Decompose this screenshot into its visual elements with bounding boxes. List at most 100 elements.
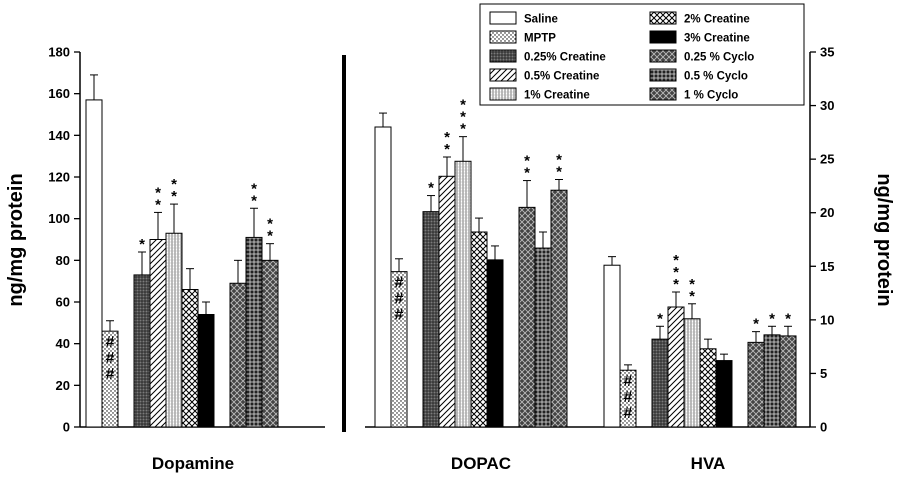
left-axis-tick-label: 60: [56, 295, 70, 310]
bar: [534, 247, 552, 428]
legend-label: MPTP: [524, 33, 556, 45]
right-axis-title: ng/mg protein: [873, 173, 895, 306]
bar: [374, 126, 392, 428]
bar: [715, 360, 733, 428]
bar: [165, 232, 183, 428]
bar: [603, 264, 621, 428]
bar: [683, 318, 701, 428]
left-axis-title: ng/mg protein: [5, 173, 27, 306]
bars-layer: ###***** ****###**********###**** *** * *: [85, 74, 797, 428]
bar: [133, 274, 151, 428]
bar: [85, 99, 103, 428]
legend-swatch: [649, 11, 677, 25]
significance-mark: #: [395, 307, 404, 324]
bar: [422, 211, 440, 428]
significance-mark: *: [460, 121, 466, 138]
legend-swatch: [649, 49, 677, 63]
significance-mark: #: [624, 389, 633, 406]
right-axis-tick-label: 0: [820, 420, 827, 435]
significance-mark: *: [785, 310, 791, 327]
significance-mark: *: [524, 153, 530, 170]
significance-mark: *: [689, 288, 695, 305]
bar: [229, 282, 247, 428]
significance-mark: *: [171, 176, 177, 193]
significance-mark: #: [624, 405, 633, 422]
legend-swatch: [649, 87, 677, 101]
significance-mark: *: [267, 216, 273, 233]
significance-mark: *: [251, 180, 257, 197]
significance-mark: *: [267, 228, 273, 245]
significance-mark: *: [657, 310, 663, 327]
bar: [181, 289, 199, 428]
significance-mark: #: [106, 334, 115, 351]
legend-label: 3% Creatine: [684, 33, 750, 45]
significance-mark: #: [395, 291, 404, 308]
significance-mark: *: [689, 276, 695, 293]
left-axis-tick-label: 20: [56, 378, 70, 393]
significance-mark: *: [251, 192, 257, 209]
left-axis-tick-label: 160: [48, 86, 70, 101]
bar: [454, 160, 472, 428]
left-axis-tick-label: 120: [48, 170, 70, 185]
legend-label: 0.25 % Cyclo: [684, 52, 754, 64]
right-axis-tick-label: 25: [820, 152, 834, 167]
bar: [651, 338, 669, 428]
legend-swatch: [649, 30, 677, 44]
group-label: Dopamine: [152, 454, 234, 473]
legend-swatch: [489, 68, 517, 82]
significance-mark: *: [753, 316, 759, 333]
left-axis-tick-label: 140: [48, 128, 70, 143]
bar: [779, 335, 797, 428]
legend: Saline MPTP 0.25% Creatine 0.5% Creatine 1% …: [479, 3, 805, 106]
legend-box: [479, 3, 805, 106]
right-axis-tick-label: 5: [820, 366, 827, 381]
legend-label: 1% Creatine: [524, 90, 590, 102]
right-axis-tick-label: 15: [820, 259, 834, 274]
bar: [438, 175, 456, 428]
legend-label: 0.25% Creatine: [524, 52, 606, 64]
left-axis-tick-label: 100: [48, 211, 70, 226]
bar: [550, 189, 568, 428]
significance-mark: *: [556, 164, 562, 181]
significance-mark: *: [155, 196, 161, 213]
significance-mark: #: [106, 366, 115, 383]
legend-label: 0.5% Creatine: [524, 71, 599, 83]
bar: [763, 334, 781, 428]
significance-mark: *: [460, 97, 466, 114]
legend-label: Saline: [524, 14, 558, 26]
legend-label: 1 % Cyclo: [684, 90, 738, 102]
legend-label: 0.5 % Cyclo: [684, 71, 748, 83]
significance-mark: *: [139, 236, 145, 253]
significance-mark: *: [460, 109, 466, 126]
significance-mark: *: [428, 180, 434, 197]
significance-mark: #: [106, 350, 115, 367]
bar: [518, 206, 536, 428]
right-axis-tick-label: 20: [820, 205, 834, 220]
left-axis-tick-label: 0: [63, 420, 70, 435]
bar: [149, 239, 167, 428]
legend-label: 2% Creatine: [684, 14, 750, 26]
right-axis-tick-label: 10: [820, 312, 834, 327]
significance-mark: *: [444, 129, 450, 146]
left-axis-tick-label: 180: [48, 45, 70, 60]
bar: [747, 341, 765, 428]
significance-mark: *: [673, 252, 679, 269]
bar: [667, 306, 685, 428]
significance-mark: *: [155, 184, 161, 201]
significance-mark: #: [395, 275, 404, 292]
legend-swatch: [489, 11, 517, 25]
group-label: DOPAC: [451, 454, 511, 473]
legend-swatch: [489, 87, 517, 101]
significance-mark: *: [556, 152, 562, 169]
legend-swatch: [489, 49, 517, 63]
right-axis-tick-label: 30: [820, 98, 834, 113]
legend-swatch: [649, 68, 677, 82]
bar: [470, 231, 488, 428]
bar: [245, 236, 263, 428]
bar: [261, 259, 279, 428]
bar: [699, 348, 717, 428]
bar: [486, 259, 504, 428]
left-axis-tick-label: 40: [56, 336, 70, 351]
left-axis-tick-label: 80: [56, 253, 70, 268]
